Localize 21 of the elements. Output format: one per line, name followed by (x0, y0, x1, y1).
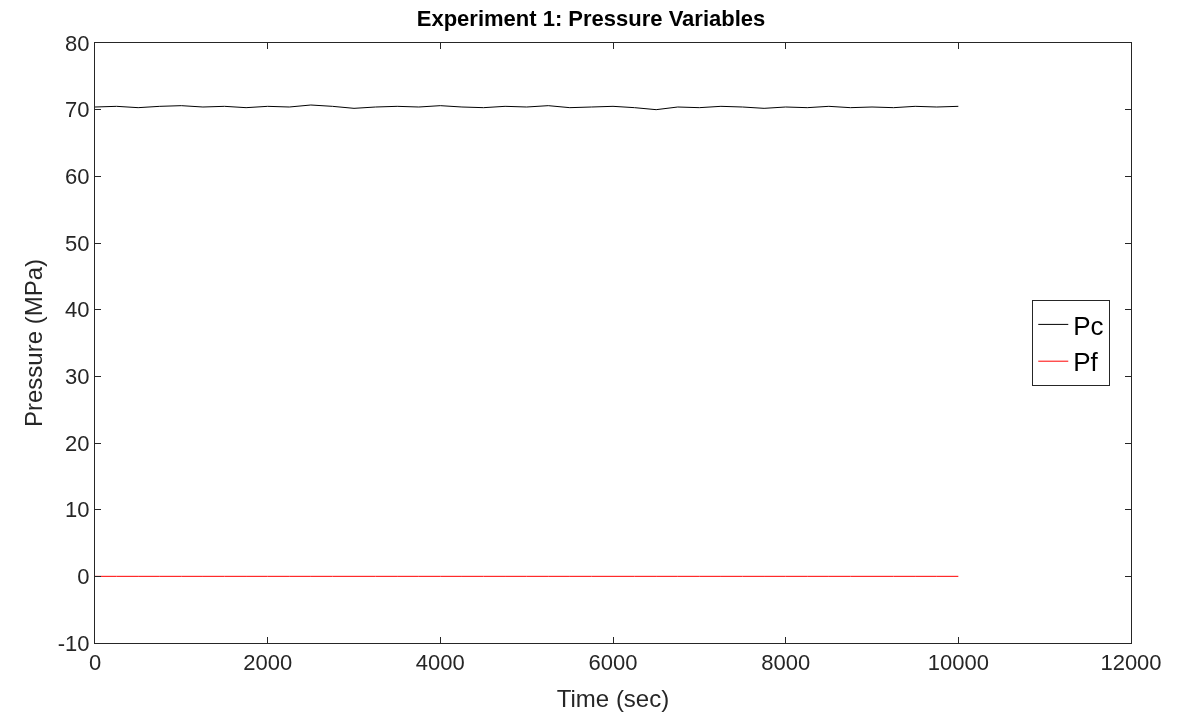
chart-title: Experiment 1: Pressure Variables (416, 6, 766, 32)
y-tick-label: 20 (65, 430, 90, 456)
x-tick-label: 8000 (761, 650, 811, 676)
y-tick-label: 30 (65, 364, 90, 390)
y-axis-title: Pressure (MPa) (19, 258, 47, 428)
y-tick-label: 80 (65, 30, 90, 56)
x-tick-label: 4000 (415, 650, 465, 676)
y-tick-label: 70 (65, 97, 90, 123)
legend-label: Pc (1073, 310, 1104, 341)
x-tick-label: 6000 (588, 650, 638, 676)
y-tick-label: 50 (65, 230, 90, 256)
x-axis-title: Time (sec) (556, 684, 670, 712)
y-tick-label: 40 (65, 297, 90, 323)
y-tick-label: -10 (57, 630, 90, 656)
y-tick-label: 0 (77, 564, 90, 590)
x-tick-label: 2000 (243, 650, 293, 676)
x-tick-label: 10000 (927, 650, 989, 676)
x-tick-label: 12000 (1100, 650, 1162, 676)
legend-label: Pf (1073, 347, 1099, 378)
y-tick-label: 60 (65, 164, 90, 190)
y-tick-label: 10 (65, 497, 90, 523)
